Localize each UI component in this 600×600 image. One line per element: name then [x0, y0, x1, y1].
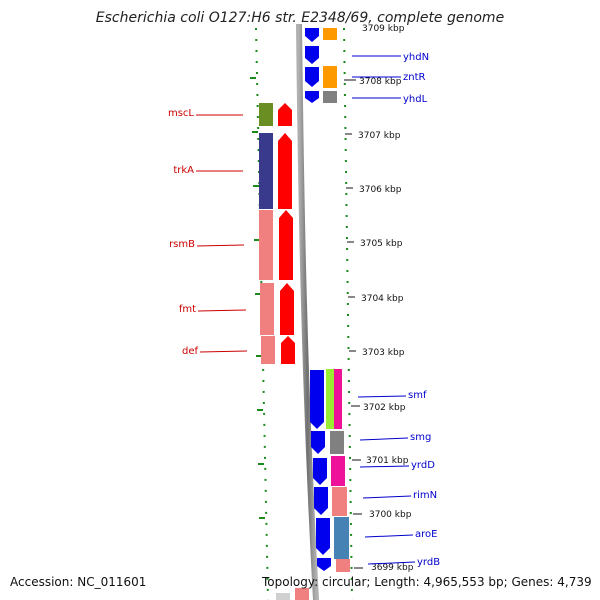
cds-arrow-smg: [311, 431, 325, 454]
bottom-fragment-gray: [276, 593, 290, 600]
cds-arrow-yrdB: [317, 558, 331, 571]
cog-block-trkA: [259, 133, 273, 209]
cds-arrow-mscL: [278, 103, 292, 126]
kbp-label-3707: 3707 kbp: [358, 131, 401, 141]
cds-arrow-trkA: [278, 133, 292, 209]
gene-label-mscL: mscL: [168, 108, 194, 119]
gene-label-yrdB: yrdB: [417, 557, 440, 568]
cog-block-top-cut: [323, 28, 337, 40]
right-gene-labels: yhdN zntR yhdL smf smg yrdD rimN aroE yr…: [352, 52, 440, 568]
cds-arrow-rsmB: [279, 210, 293, 280]
gene-label-rsmB: rsmB: [169, 239, 195, 250]
cog-block-yrdD: [331, 456, 345, 486]
gene-label-yrdD: yrdD: [411, 460, 435, 471]
topology-summary: Topology: circular; Length: 4,965,553 bp…: [262, 575, 592, 589]
gene-label-yhdL: yhdL: [403, 94, 428, 105]
kbp-ruler-right: 3709 kbp 3708 kbp 3702 kbp 3701 kbp 3700…: [344, 24, 414, 573]
kbp-label-3709: 3709 kbp: [362, 24, 405, 34]
cog-block-yhdL: [323, 91, 337, 103]
cog-block-smf-a: [326, 369, 334, 429]
cds-arrow-fmt: [280, 283, 294, 335]
gene-label-trkA: trkA: [173, 165, 194, 176]
cog-block-smf-b: [334, 369, 342, 429]
gene-label-smg: smg: [410, 432, 431, 443]
gene-label-rimN: rimN: [413, 490, 437, 501]
cog-block-rimN: [332, 487, 347, 516]
cds-arrow-yhdL: [305, 91, 319, 103]
gene-label-smf: smf: [408, 390, 427, 401]
kbp-label-3706: 3706 kbp: [359, 185, 402, 195]
kbp-label-3705: 3705 kbp: [360, 239, 403, 249]
gene-label-aroE: aroE: [415, 529, 437, 540]
cds-arrow-yrdD: [313, 458, 327, 485]
cog-block-mscL: [259, 103, 273, 126]
inner-dotted-track: [343, 27, 353, 600]
kbp-label-3708: 3708 kbp: [359, 77, 402, 87]
cds-arrow-yhdN: [305, 46, 319, 64]
left-gene-labels: mscL trkA rsmB fmt def: [168, 108, 248, 357]
gene-label-def: def: [182, 346, 199, 357]
gene-label-yhdN: yhdN: [403, 52, 429, 63]
cds-arrow-zntR: [305, 67, 319, 87]
cog-block-rsmB: [259, 210, 273, 280]
gene-label-zntR: zntR: [403, 72, 426, 83]
kbp-label-3701: 3701 kbp: [366, 456, 409, 466]
kbp-ruler-left: 3707 kbp 3706 kbp 3705 kbp 3704 kbp 3703…: [345, 131, 405, 358]
kbp-label-3699: 3699 kbp: [371, 563, 414, 573]
cog-block-zntR: [323, 66, 337, 88]
cds-arrow-def: [281, 336, 295, 364]
cog-block-fmt: [260, 283, 274, 335]
cds-arrow-aroE: [316, 518, 330, 555]
cog-block-aroE: [334, 517, 349, 559]
kbp-label-3704: 3704 kbp: [361, 294, 404, 304]
kbp-label-3703: 3703 kbp: [362, 348, 405, 358]
cog-block-def: [261, 336, 275, 364]
kbp-label-3702: 3702 kbp: [363, 403, 406, 413]
cds-arrow-rimN: [314, 487, 328, 515]
cog-block-smg: [330, 431, 344, 454]
backbone-ring: [296, 23, 319, 600]
map-title: Escherichia coli O127:H6 str. E2348/69, …: [95, 10, 505, 26]
cds-arrow-smf: [310, 370, 324, 429]
cds-arrow-top-cut: [305, 28, 319, 42]
gene-label-fmt: fmt: [179, 304, 196, 315]
bottom-fragment-salmon: [295, 588, 309, 600]
accession-label: Accession: NC_011601: [10, 575, 147, 589]
cog-block-yrdB: [336, 559, 350, 572]
kbp-label-3700: 3700 kbp: [369, 510, 412, 520]
